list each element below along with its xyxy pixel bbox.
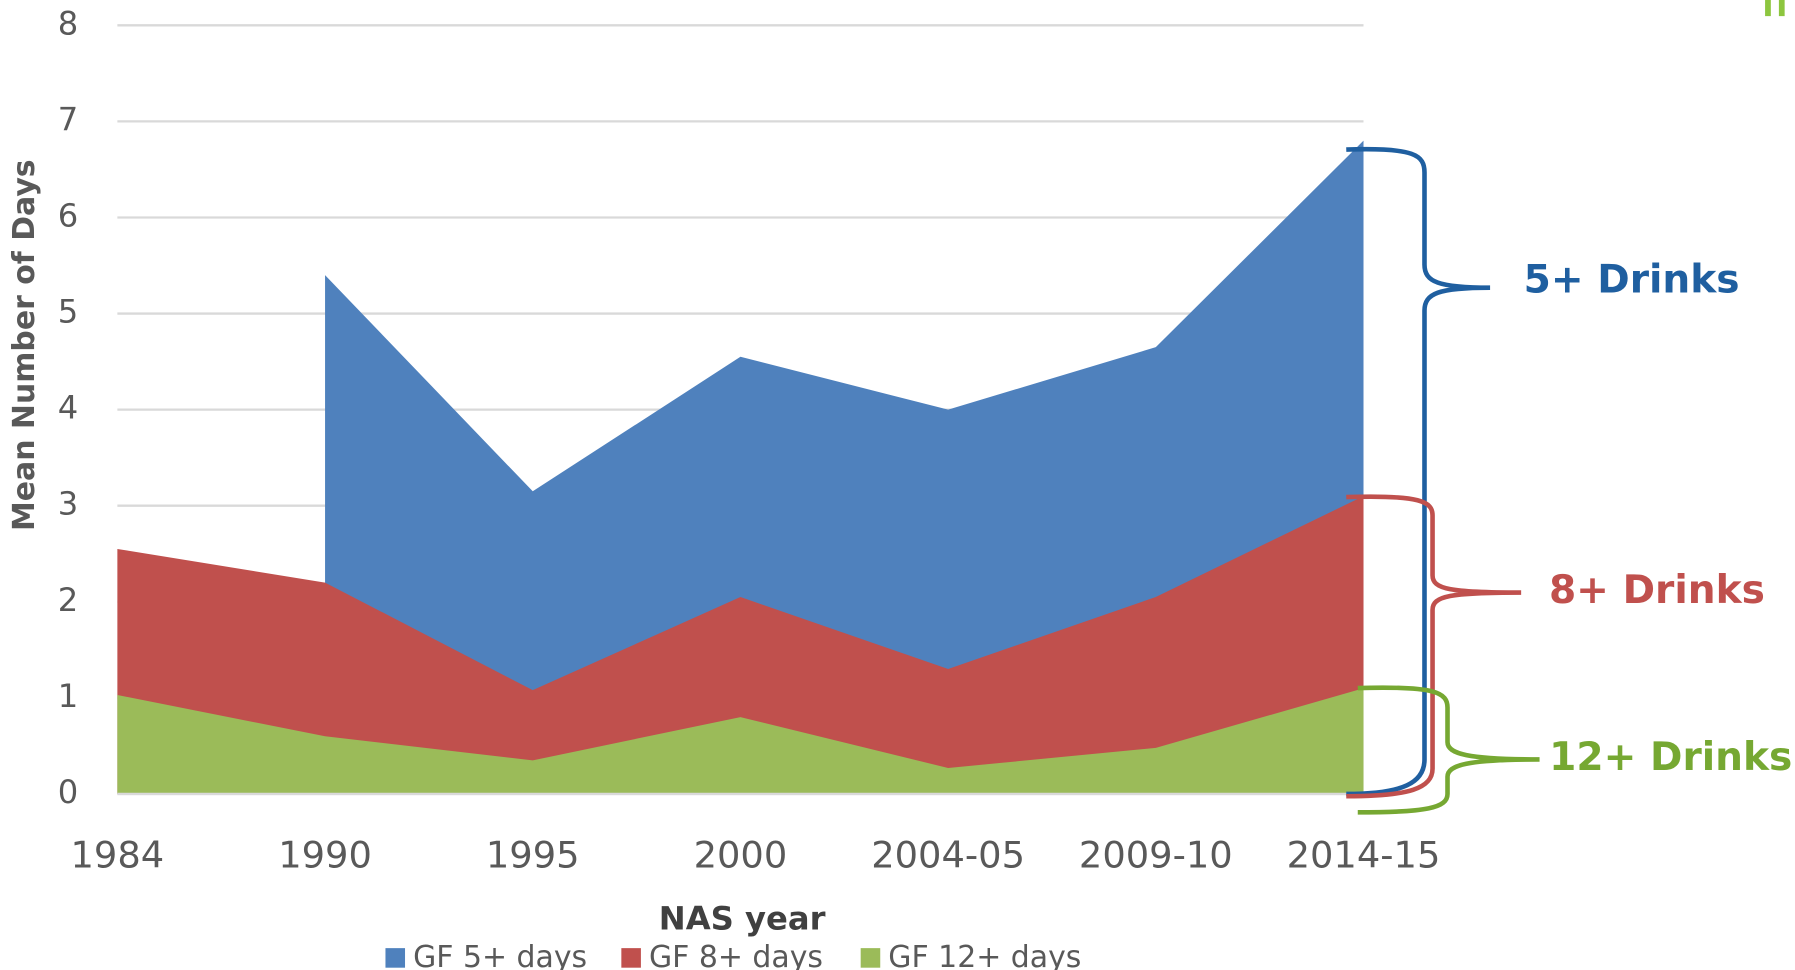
y-tick-label: 7 — [58, 100, 79, 138]
legend-swatch — [385, 948, 406, 968]
y-tick-label: 2 — [58, 581, 79, 619]
x-tick-label: 1995 — [486, 834, 580, 877]
area — [117, 688, 1364, 794]
x-tick-label: 1990 — [278, 834, 372, 877]
y-tick-label: 3 — [58, 485, 79, 523]
legend-label: GF 12+ days — [888, 940, 1081, 970]
legend-swatch — [860, 948, 881, 968]
legend-label: GF 5+ days — [413, 940, 587, 970]
y-tick-label: 8 — [58, 4, 79, 42]
annotation: 5+ Drinks — [1524, 257, 1740, 302]
x-tick-label: 2014-15 — [1287, 834, 1441, 877]
x-tick-label: 2009-10 — [1079, 834, 1233, 877]
annotation: 12+ Drinks — [1549, 735, 1792, 780]
x-tick-label: 1984 — [71, 834, 165, 877]
y-tick-label: 1 — [58, 677, 79, 715]
y-tick-label: 6 — [58, 196, 79, 234]
x-tick-label: 2000 — [694, 834, 788, 877]
corner-mark — [1765, 0, 1771, 17]
corner-mark — [1778, 0, 1785, 17]
x-axis-label: NAS year — [659, 900, 826, 938]
legend-label: GF 8+ days — [649, 940, 823, 970]
y-tick-label: 5 — [58, 293, 79, 331]
legend-swatch — [621, 948, 641, 968]
x-tick-label: 2004-05 — [871, 834, 1025, 877]
area — [117, 496, 1364, 794]
bracket — [1346, 146, 1491, 797]
bracket — [1346, 494, 1522, 799]
y-axis-label: Mean Number of Days — [7, 159, 42, 531]
bracket — [1357, 685, 1540, 815]
y-tick-label: 0 — [58, 773, 79, 811]
y-tick-label: 4 — [58, 389, 79, 427]
annotation: 8+ Drinks — [1549, 568, 1765, 613]
